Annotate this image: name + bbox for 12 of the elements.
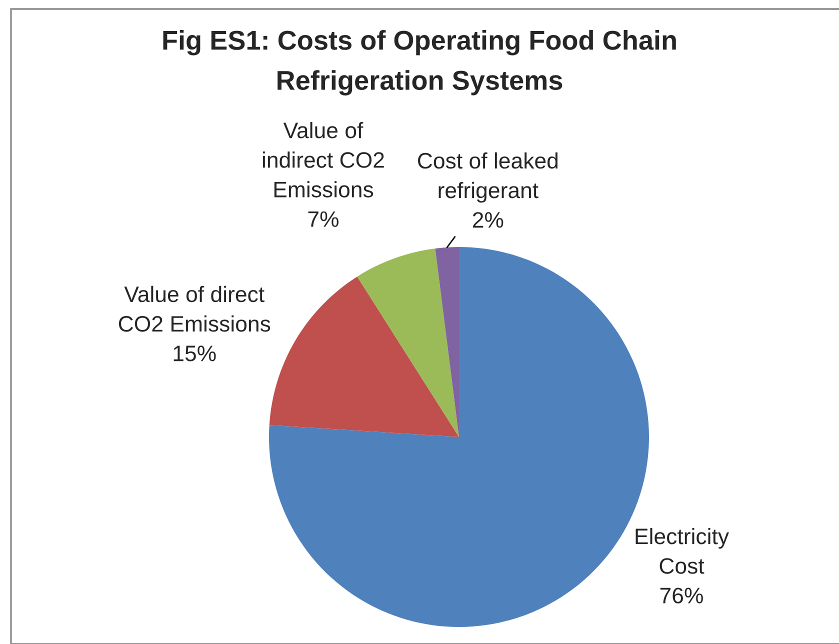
- slice-label: Cost of leaked refrigerant: [418, 152, 558, 203]
- data-label: 7%: [308, 211, 339, 227]
- data-label: 76%: [660, 588, 703, 604]
- data-label: 2%: [472, 212, 504, 228]
- pie-slice: [357, 248, 459, 437]
- pie-slice: [269, 276, 459, 437]
- chart-title: Fig ES1: Costs of Operating Food Chain Refrigeration Systems: [163, 30, 676, 96]
- slice-label: Value of indirect CO2 Emissions: [262, 122, 384, 198]
- slice-label: Value of direct CO2 Emissions: [118, 286, 270, 332]
- pie-slice: [435, 247, 459, 437]
- data-label: 15%: [174, 346, 216, 362]
- slice-label: Electricity Cost: [636, 528, 729, 574]
